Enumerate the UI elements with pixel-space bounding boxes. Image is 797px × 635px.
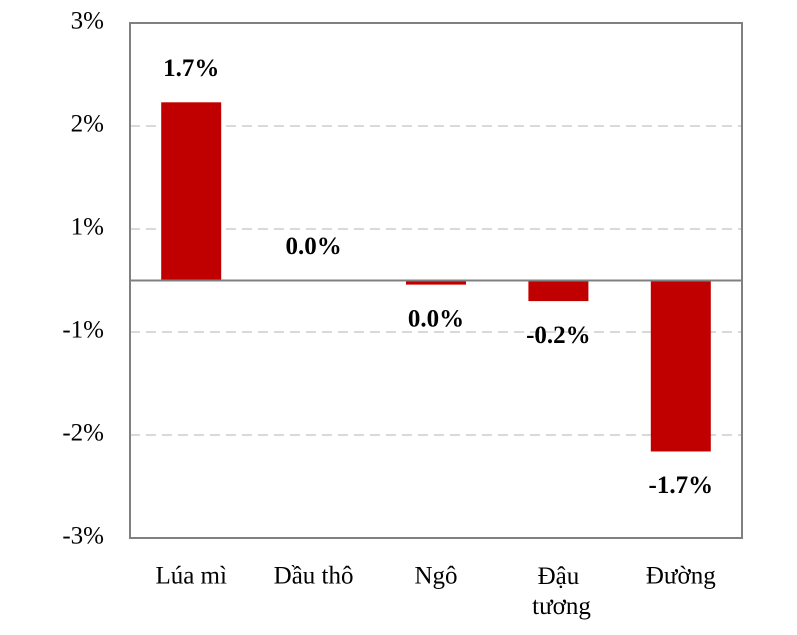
bar: [161, 102, 222, 281]
x-tick-label: Dầu thô: [274, 563, 354, 590]
y-tick-label: 3%: [71, 8, 104, 35]
x-tick-label: Đường: [646, 563, 716, 590]
x-tick-label: Lúa mì: [155, 563, 227, 590]
x-tick-label: Đậu tương: [526, 563, 591, 620]
value-label: 1.7%: [163, 55, 219, 82]
y-tick-label: 1%: [71, 214, 104, 241]
y-tick-label: -2%: [62, 420, 104, 447]
bar: [528, 280, 589, 302]
value-label: 0.0%: [285, 233, 341, 260]
value-label: -0.2%: [526, 322, 591, 349]
bar: [650, 280, 711, 452]
bar: [406, 280, 466, 285]
value-label: -1.7%: [649, 472, 714, 499]
x-tick-label: Ngô: [414, 563, 457, 590]
y-tick-label: -1%: [62, 317, 104, 344]
y-tick-label: 2%: [71, 111, 104, 138]
value-label: 0.0%: [408, 305, 464, 332]
y-tick-label: -3%: [62, 523, 104, 550]
